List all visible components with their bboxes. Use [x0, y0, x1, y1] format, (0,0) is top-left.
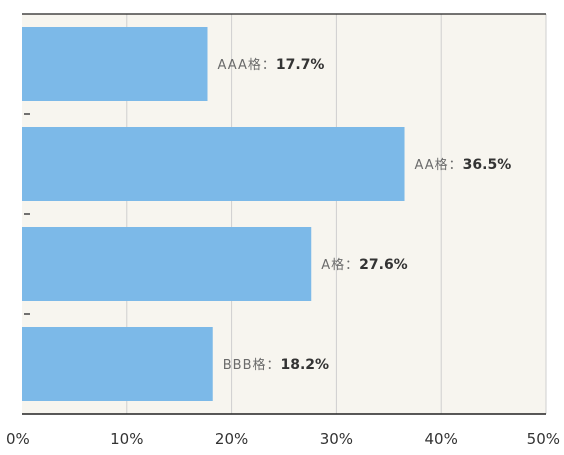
x-tick-label-0: 0%	[6, 430, 30, 448]
x-tick-label-50: 50%	[527, 430, 560, 448]
bar-value-4: 18.2%	[281, 357, 330, 373]
x-tick-label-20: 20%	[215, 430, 248, 448]
bar-category-2: AA格：	[415, 157, 463, 173]
bar-category-1: AAA格：	[217, 57, 275, 73]
bar-category-4: BBB格：	[223, 357, 281, 373]
bar-4	[22, 327, 213, 401]
x-tick-label-40: 40%	[425, 430, 458, 448]
bar-3	[22, 227, 312, 301]
bar-value-labels: AAA格：17.7% AA格：36.5% A格：27.6% BBB格：18.2%	[217, 57, 511, 373]
bar-label-3: A格：27.6%	[321, 257, 407, 273]
bar-category-3: A格：	[321, 257, 359, 273]
bar-2	[22, 127, 405, 201]
bar-series	[22, 27, 405, 401]
bar-value-3: 27.6%	[359, 257, 408, 273]
x-tick-labels: 0% 10% 20% 30% 40% 50%	[6, 430, 560, 448]
bar-label-1: AAA格：17.7%	[217, 57, 324, 73]
bar-value-2: 36.5%	[463, 157, 512, 173]
bar-value-1: 17.7%	[276, 57, 325, 73]
x-tick-label-30: 30%	[320, 430, 353, 448]
bar-label-4: BBB格：18.2%	[223, 357, 329, 373]
x-tick-label-10: 10%	[110, 430, 143, 448]
bar-label-2: AA格：36.5%	[415, 157, 512, 173]
bar-1	[22, 27, 208, 101]
